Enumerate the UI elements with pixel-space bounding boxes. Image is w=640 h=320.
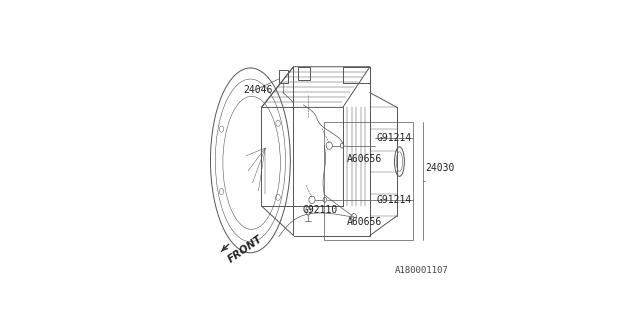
- Text: G91214: G91214: [376, 195, 412, 205]
- Text: A60656: A60656: [346, 217, 381, 227]
- Text: 24030: 24030: [426, 163, 454, 173]
- Bar: [324, 122, 413, 240]
- Text: G92110: G92110: [302, 205, 337, 215]
- Text: FRONT: FRONT: [226, 234, 264, 265]
- Text: A180001107: A180001107: [394, 266, 448, 275]
- Text: G91214: G91214: [376, 133, 412, 143]
- Text: A60656: A60656: [346, 154, 381, 164]
- Text: 24046: 24046: [243, 85, 273, 95]
